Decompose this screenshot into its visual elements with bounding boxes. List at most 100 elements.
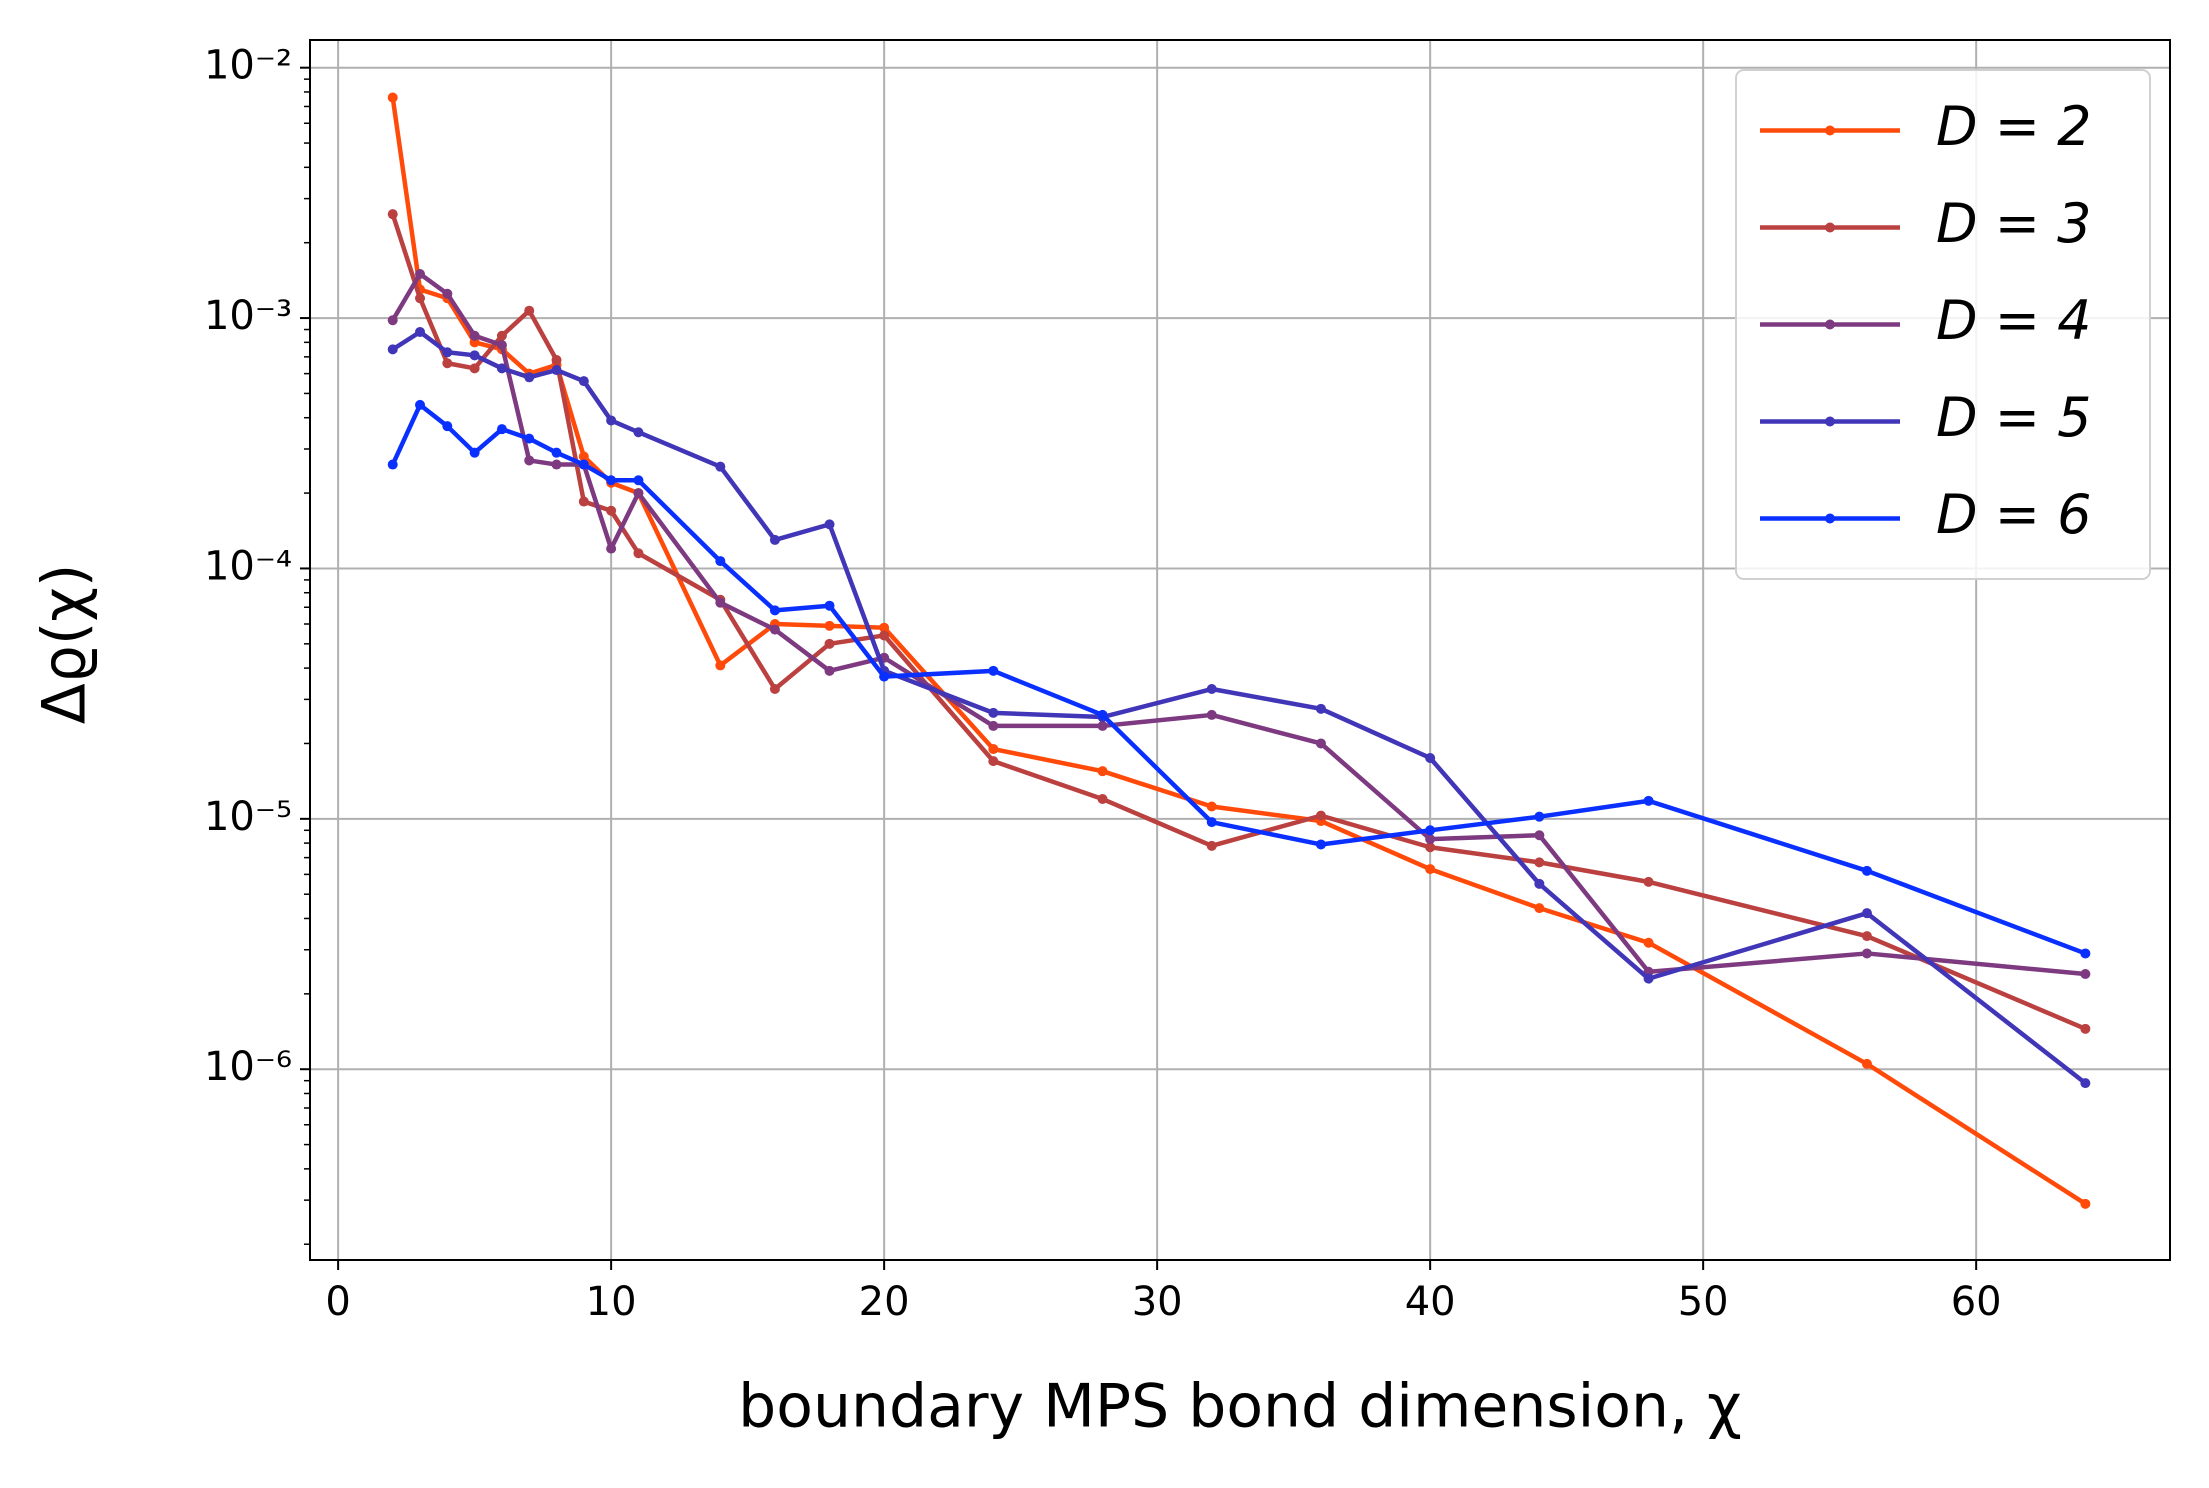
x-axis-label: boundary MPS bond dimension, χ <box>738 1372 1742 1442</box>
plot-frame <box>309 39 2171 1261</box>
data-point <box>415 268 426 279</box>
data-point <box>415 326 426 337</box>
data-point <box>1534 903 1545 914</box>
data-point <box>524 433 535 444</box>
data-point <box>1861 931 1872 942</box>
data-point <box>1534 830 1545 841</box>
legend-label: D = 2 <box>1936 95 2092 158</box>
data-point <box>1206 840 1217 851</box>
data-point <box>1861 1058 1872 1069</box>
data-point <box>879 622 890 633</box>
legend-marker <box>1825 416 1835 427</box>
data-point <box>551 355 562 366</box>
data-point <box>2080 1198 2091 1209</box>
data-point <box>415 293 426 304</box>
x-tick-label: 10 <box>586 1279 637 1325</box>
data-point <box>387 315 398 326</box>
data-point <box>469 447 480 458</box>
data-point <box>1315 839 1326 850</box>
data-point <box>496 424 507 435</box>
y-tick-label: 10⁻⁴ <box>204 543 292 589</box>
x-tick-label: 60 <box>1951 1279 2002 1325</box>
data-point <box>1097 709 1108 720</box>
data-point <box>633 548 644 559</box>
data-point <box>2080 948 2091 959</box>
data-point <box>988 665 999 676</box>
data-point <box>715 597 726 608</box>
data-point <box>1315 738 1326 749</box>
data-point <box>1097 720 1108 731</box>
x-tick-label: 50 <box>1678 1279 1729 1325</box>
legend-marker <box>1825 319 1835 330</box>
data-point <box>988 756 999 767</box>
legend-marker <box>1825 513 1835 524</box>
legend-marker <box>1825 125 1835 136</box>
legend-marker <box>1825 222 1835 233</box>
data-point <box>387 209 398 220</box>
data-point <box>2080 1078 2091 1089</box>
data-point <box>1861 948 1872 959</box>
data-point <box>1206 709 1217 720</box>
data-point <box>1861 908 1872 919</box>
data-point <box>769 624 780 635</box>
data-point <box>469 330 480 341</box>
data-point <box>879 671 890 682</box>
data-point <box>551 365 562 376</box>
data-point <box>442 347 453 358</box>
data-point <box>715 556 726 567</box>
data-point <box>1315 703 1326 714</box>
data-point <box>824 620 835 631</box>
data-point <box>578 459 589 470</box>
data-point <box>1425 752 1436 763</box>
data-point <box>2080 969 2091 980</box>
data-point <box>578 451 589 462</box>
data-point <box>769 534 780 545</box>
data-point <box>1534 878 1545 889</box>
data-point <box>988 707 999 718</box>
data-point <box>1861 865 1872 876</box>
data-point <box>1425 825 1436 836</box>
data-point <box>715 660 726 671</box>
data-point <box>715 461 726 472</box>
data-point <box>1643 795 1654 806</box>
data-point <box>606 415 617 426</box>
legend-label: D = 5 <box>1936 386 2092 449</box>
data-point <box>387 92 398 103</box>
y-axis-label: Δϱ(χ) <box>30 564 100 725</box>
data-point <box>1534 811 1545 822</box>
data-point <box>578 376 589 387</box>
data-point <box>442 288 453 299</box>
legend-box <box>1735 69 2151 580</box>
data-point <box>469 363 480 374</box>
data-point <box>442 358 453 369</box>
data-point <box>824 665 835 676</box>
data-point <box>1425 842 1436 853</box>
legend-label: D = 6 <box>1936 483 2092 546</box>
data-point <box>824 519 835 530</box>
data-point <box>496 340 507 351</box>
y-tick-label: 10⁻⁶ <box>204 1044 292 1090</box>
data-point <box>633 427 644 438</box>
y-tick-label: 10⁻⁵ <box>204 794 292 840</box>
data-point <box>1206 801 1217 812</box>
data-point <box>606 543 617 554</box>
data-point <box>442 421 453 432</box>
data-point <box>1425 864 1436 875</box>
data-point <box>524 372 535 383</box>
data-point <box>1206 684 1217 695</box>
data-point <box>415 399 426 410</box>
data-point <box>1097 766 1108 777</box>
x-tick-label: 20 <box>859 1279 910 1325</box>
legend-label: D = 4 <box>1936 289 2092 352</box>
x-tick-label: 0 <box>325 1279 350 1325</box>
data-point <box>1206 817 1217 828</box>
data-point <box>2080 1023 2091 1034</box>
y-tick-label: 10⁻² <box>204 43 292 89</box>
data-point <box>633 488 644 499</box>
data-point <box>633 475 644 486</box>
x-tick-label: 30 <box>1132 1279 1183 1325</box>
x-tick-label: 40 <box>1405 1279 1456 1325</box>
data-point <box>524 305 535 316</box>
